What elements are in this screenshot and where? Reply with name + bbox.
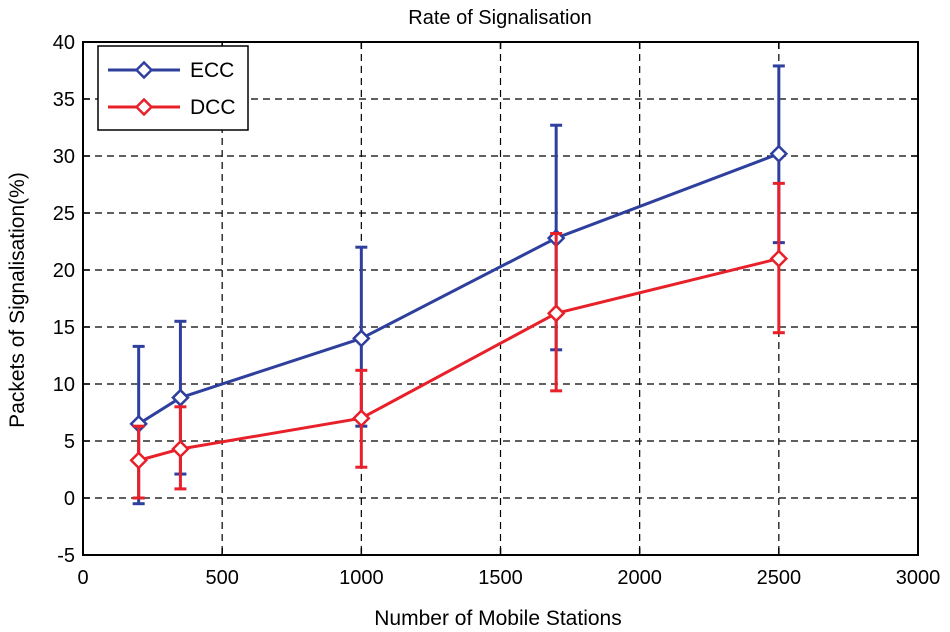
y-tick-label: 0 bbox=[64, 488, 75, 510]
y-tick-label: 35 bbox=[53, 89, 75, 111]
series-ecc bbox=[129, 64, 789, 506]
y-axis-label: Packets of Signalisation(%) bbox=[6, 172, 29, 428]
axis-ticks: 0 500 1000 1500 2000 2500 3000-505101520253035… bbox=[53, 32, 941, 589]
y-tick-label: 25 bbox=[53, 203, 75, 225]
legend-box bbox=[97, 45, 249, 131]
x-tick-label: 1000 bbox=[339, 567, 384, 589]
x-tick-label: 3000 bbox=[896, 567, 941, 589]
y-tick-label: 5 bbox=[64, 431, 75, 453]
ecc-point bbox=[352, 329, 371, 348]
x-tick-label: 500 bbox=[205, 567, 238, 589]
ecc-point bbox=[171, 388, 190, 407]
ecc-line bbox=[137, 152, 780, 426]
y-tick-label: 15 bbox=[53, 317, 75, 339]
dcc-point bbox=[769, 249, 789, 268]
chart-title: Rate of Signalisation bbox=[408, 7, 591, 29]
y-tick-label: -5 bbox=[57, 545, 75, 567]
legend: ECC DCC bbox=[97, 45, 249, 131]
legend-ecc-label: ECC bbox=[190, 59, 234, 82]
x-axis-label: Number of Mobile Stations bbox=[374, 607, 621, 630]
x-tick-label: 2000 bbox=[617, 567, 662, 589]
x-tick-label: 2500 bbox=[757, 567, 802, 589]
legend-dcc-label: DCC bbox=[190, 96, 236, 119]
y-tick-label: 30 bbox=[53, 146, 75, 168]
dcc-point bbox=[546, 304, 566, 323]
y-tick-label: 20 bbox=[53, 260, 75, 282]
legend-dcc-marker bbox=[134, 97, 154, 117]
series-layer bbox=[129, 64, 789, 506]
dcc-point bbox=[171, 439, 190, 459]
y-tick-label: 10 bbox=[53, 374, 75, 396]
legend-ecc-marker bbox=[134, 60, 154, 80]
dcc-point bbox=[129, 451, 148, 470]
series-dcc bbox=[129, 181, 789, 500]
dcc-point bbox=[352, 408, 371, 428]
x-tick-label: 0 bbox=[77, 567, 88, 589]
x-tick-label: 1500 bbox=[478, 567, 523, 589]
ecc-point bbox=[769, 144, 789, 163]
y-tick-label: 40 bbox=[53, 32, 75, 54]
